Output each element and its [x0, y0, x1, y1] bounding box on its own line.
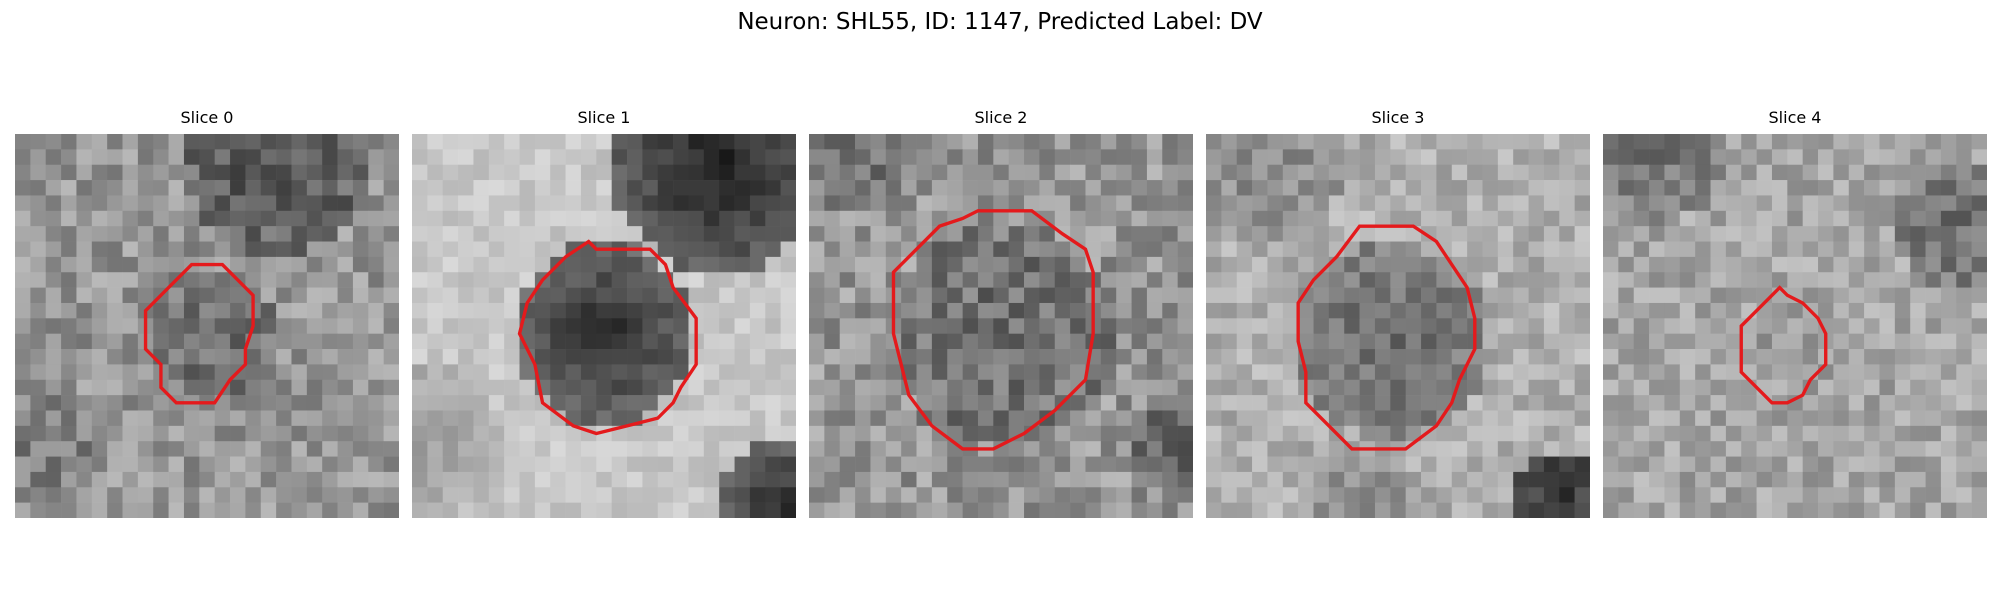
slice-panel-4: Slice 4: [1603, 108, 1987, 518]
figure-title: Neuron: SHL55, ID: 1147, Predicted Label…: [737, 9, 1263, 35]
roi-contour: [143, 262, 255, 405]
slice-panel-0: Slice 0: [15, 108, 399, 518]
slice-title: Slice 2: [974, 108, 1028, 127]
slice-image: [809, 134, 1193, 518]
slice-panel-1: Slice 1: [412, 108, 796, 518]
slice-image: [1206, 134, 1590, 518]
slice-image: [15, 134, 399, 518]
slice-panel-2: Slice 2: [809, 108, 1193, 518]
roi-contour: [517, 239, 698, 436]
roi-contour: [1296, 224, 1477, 451]
slice-title: Slice 0: [180, 108, 234, 127]
slice-panel-3: Slice 3: [1206, 108, 1590, 518]
slice-image: [1603, 134, 1987, 518]
roi-contour: [891, 209, 1095, 451]
roi-contour: [1739, 285, 1828, 405]
slice-title: Slice 3: [1371, 108, 1425, 127]
slice-image: [412, 134, 796, 518]
slice-title: Slice 4: [1768, 108, 1822, 127]
slice-title: Slice 1: [577, 108, 631, 127]
